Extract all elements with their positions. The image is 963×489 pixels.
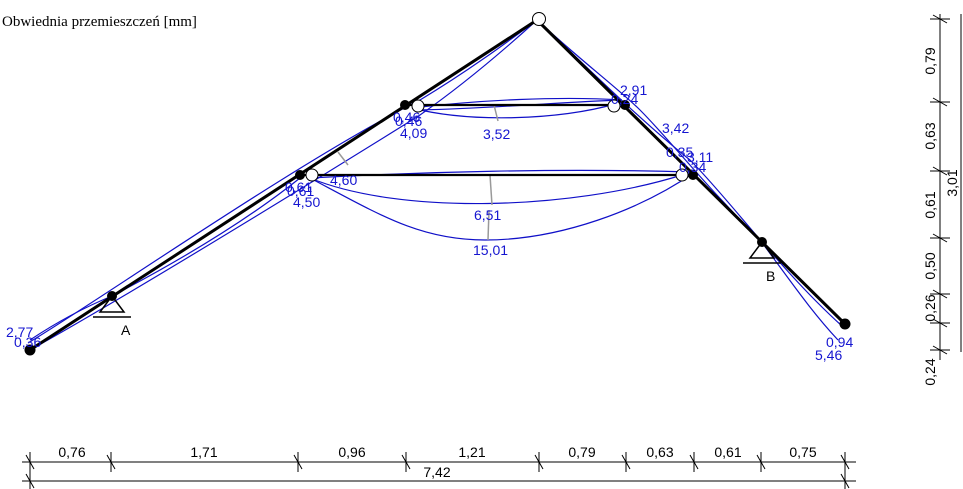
displacement-label: 0,36	[14, 334, 41, 350]
node-left-end	[24, 344, 36, 356]
node-upper-right-hinge	[607, 99, 621, 113]
structure-nodes	[24, 12, 851, 356]
dim-label: 0,61	[714, 444, 741, 460]
marker-upper-tie	[493, 104, 499, 122]
dim-label: 0,76	[58, 444, 85, 460]
support-a-symbol	[93, 295, 131, 318]
displacement-label: 4,50	[293, 194, 320, 210]
horizontal-dimension-labels: 0,76 1,71 0,96 1,21 0,79 0,63 0,61 0,75 …	[58, 444, 816, 480]
truss-structure	[29, 18, 847, 352]
dim-label-v: 0,63	[922, 122, 938, 149]
node-upper-left-hinge	[411, 99, 425, 113]
displacement-label: 4,60	[330, 172, 357, 188]
displacement-label: 0,61	[285, 179, 312, 195]
node-lower-left-hinge	[305, 168, 319, 182]
dim-label-v-total: 3,01	[944, 169, 960, 196]
segment-ticks	[25, 452, 850, 472]
dim-label-v: 0,24	[922, 358, 938, 385]
support-b-symbol	[743, 241, 781, 264]
node-upper-left	[400, 100, 410, 110]
vertical-dimensions	[930, 14, 962, 360]
dim-label-v: 0,50	[922, 252, 938, 279]
left-rafter	[29, 18, 538, 352]
envelope-lower-tie-1	[309, 174, 683, 205]
marker-lower-tie-2	[487, 209, 490, 241]
displacement-label: 0,61	[287, 183, 314, 199]
displacement-label: 6,51	[474, 207, 501, 223]
dim-label-v: 0,26	[922, 294, 938, 321]
vertical-dimension-labels: 0,79 0,63 0,61 0,50 0,26 0,24 3,01	[922, 47, 960, 385]
displacement-label: 3,52	[483, 126, 510, 142]
dim-label: 0,96	[338, 444, 365, 460]
envelope-right-rafter-lower	[536, 19, 839, 341]
displacement-label: 0,35	[666, 144, 693, 160]
displacement-label: 2,91	[620, 82, 647, 98]
envelope-upper-tie-2	[411, 97, 623, 109]
dim-label: 0,75	[789, 444, 816, 460]
displacement-label: 15,01	[473, 242, 508, 258]
displacement-label: 3,42	[662, 120, 689, 136]
dim-label: 1,71	[190, 444, 217, 460]
dim-label-v: 0,61	[922, 191, 938, 218]
dim-label-total: 7,42	[423, 464, 450, 480]
displacement-label: 0,24	[611, 91, 638, 107]
marker-lower-tie-1	[489, 174, 493, 206]
displacement-label: 4,09	[400, 125, 427, 141]
envelope-lower-tie-2	[309, 171, 696, 241]
dim-label-v: 0,79	[922, 47, 938, 74]
diagram-title: Obwiednia przemieszczeń [mm]	[2, 14, 197, 30]
dim-label: 0,63	[646, 444, 673, 460]
node-lower-right	[688, 170, 698, 180]
displacement-label: 0,46	[395, 113, 422, 129]
envelope-curves	[27, 19, 843, 351]
envelope-upper-tie-1	[411, 103, 616, 119]
support-b-label: B	[766, 268, 775, 284]
support-a-label: A	[121, 322, 131, 338]
node-ridge-hinge	[532, 12, 546, 26]
displacement-label: 3,11	[687, 149, 713, 165]
envelope-left-lower-rafter	[29, 177, 301, 341]
envelope-left-rafter-lower	[29, 19, 538, 351]
displacement-label: 5,46	[815, 347, 842, 363]
max-deflection-markers	[337, 104, 499, 241]
node-upper-right	[620, 100, 630, 110]
dim-label: 0,79	[568, 444, 595, 460]
marker-left-rafter	[337, 151, 349, 166]
displacement-label: 0,34	[679, 159, 706, 175]
displacement-label: 0,46	[393, 109, 420, 125]
node-lower-left	[295, 170, 305, 180]
displacement-label: 2,77	[6, 324, 33, 340]
horizontal-dimensions	[22, 452, 856, 489]
dim-label: 1,21	[458, 444, 485, 460]
node-right-end	[839, 318, 851, 330]
envelope-left-rafter-upper	[27, 19, 538, 344]
total-ticks	[25, 472, 850, 489]
v-segment-ticks	[930, 14, 950, 355]
displacement-labels: 2,77 0,36 0,61 0,61 4,50 4,60 0,46 0,46 …	[6, 82, 853, 363]
displacement-label: 0,94	[826, 334, 853, 350]
